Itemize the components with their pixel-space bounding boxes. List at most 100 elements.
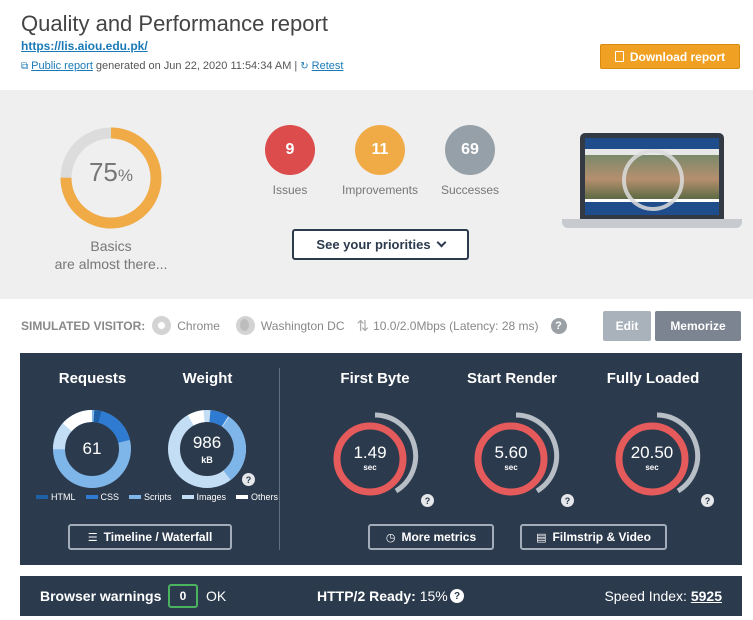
successes-badge[interactable]: 69	[445, 125, 495, 175]
browser-name: Chrome	[177, 318, 220, 333]
play-video-icon[interactable]	[622, 149, 684, 211]
requests-title: Requests	[58, 370, 127, 387]
http2-value: 15%	[419, 588, 448, 604]
filmstrip-video-button[interactable]: ▤ Filmstrip & Video	[520, 524, 667, 550]
start-render-help-icon[interactable]: ?	[561, 494, 574, 507]
http2-label: HTTP/2 Ready:	[317, 588, 416, 604]
download-report-button[interactable]: Download report	[600, 44, 740, 69]
first-byte-gauge	[333, 412, 419, 496]
edit-button[interactable]: Edit	[603, 311, 651, 341]
clock-icon: ◷	[385, 531, 396, 544]
legend-images-label: Images	[196, 492, 227, 502]
fully-loaded-title: Fully Loaded	[606, 370, 700, 387]
legend-css-swatch	[85, 495, 98, 499]
speed-index: Speed Index: 5925	[604, 588, 722, 604]
chevron-down-icon	[436, 237, 447, 248]
fully-loaded-value: 20.50	[630, 443, 674, 462]
help-icon[interactable]: ?	[550, 317, 567, 334]
legend-html-label: HTML	[51, 492, 76, 502]
issues-count: 9	[285, 141, 295, 158]
start-render-unit: sec	[504, 463, 518, 472]
first-byte-title: First Byte	[340, 370, 410, 387]
metrics-panel: Requests Weight 61 986 kB ? HTML CSS Scr…	[20, 353, 742, 565]
fully-loaded-outer-arc	[656, 412, 701, 494]
speed-index-value[interactable]: 5925	[690, 588, 722, 604]
weight-scripts-segment	[168, 410, 246, 488]
issues-label: Issues	[272, 183, 308, 197]
more-metrics-button[interactable]: ◷ More metrics	[368, 524, 494, 550]
first-byte-outer-arc	[374, 412, 419, 494]
page-screenshot-preview[interactable]	[562, 133, 742, 229]
retest-link[interactable]: Retest	[311, 60, 344, 72]
score-caption-line1: Basics	[90, 238, 132, 254]
laptop-base	[562, 219, 742, 228]
http2-ready: HTTP/2 Ready: 15%	[317, 588, 448, 604]
start-render-value: 5.60	[494, 443, 528, 462]
requests-donut	[53, 410, 131, 488]
simulated-visitor-bar: SIMULATED VISITOR: Chrome Washington DC …	[0, 300, 753, 353]
improvements-label: Improvements	[341, 183, 419, 197]
legend-images-swatch	[181, 495, 194, 499]
first-byte-value: 1.49	[353, 443, 387, 462]
legend-images: Images	[181, 492, 227, 502]
timeline-waterfall-button[interactable]: ☰ Timeline / Waterfall	[68, 524, 232, 550]
legend-scripts-swatch	[129, 495, 142, 499]
laptop-screen	[580, 133, 724, 219]
score-gauge-fill	[60, 127, 162, 229]
metrics-divider	[279, 368, 280, 550]
legend-others-swatch	[236, 495, 249, 499]
test-location: Washington DC	[260, 318, 345, 333]
score-gauge	[60, 127, 162, 229]
document-icon	[614, 51, 624, 62]
score-caption-line2: are almost there...	[54, 256, 168, 272]
refresh-icon: ↻	[300, 60, 309, 72]
legend-css: CSS	[85, 492, 120, 502]
page-title: Quality and Performance report	[21, 11, 328, 36]
successes-count: 69	[461, 141, 479, 158]
timeline-waterfall-label: Timeline / Waterfall	[103, 530, 213, 544]
site-thumbnail	[585, 138, 719, 215]
browser-warnings-count[interactable]: 0	[168, 584, 198, 608]
download-report-label: Download report	[629, 49, 726, 64]
fully-loaded-gauge	[615, 412, 701, 496]
see-priorities-button[interactable]: See your priorities	[292, 229, 469, 260]
fully-loaded-help-icon[interactable]: ?	[701, 494, 714, 507]
generated-date-text: generated on Jun 22, 2020 11:54:34 AM	[95, 60, 292, 72]
report-url-link[interactable]: https://lis.aiou.edu.pk/	[21, 39, 148, 53]
http2-help-icon[interactable]: ?	[450, 589, 464, 603]
bandwidth-arrows-icon: ⇅	[356, 317, 370, 335]
resource-type-legend: HTML CSS Scripts Images Others	[36, 492, 284, 502]
legend-scripts: Scripts	[129, 492, 172, 502]
report-header: Quality and Performance report https://l…	[0, 0, 753, 90]
memorize-button[interactable]: Memorize	[655, 311, 741, 341]
see-priorities-label: See your priorities	[316, 237, 431, 252]
improvements-badge[interactable]: 11	[355, 125, 405, 175]
start-render-outer-arc	[515, 412, 560, 494]
legend-css-label: CSS	[100, 492, 120, 502]
fully-loaded-unit: sec	[645, 463, 659, 472]
score-value: 75%	[56, 157, 166, 188]
public-report-link[interactable]: Public report	[31, 60, 93, 72]
legend-others: Others	[236, 492, 278, 502]
legend-scripts-label: Scripts	[144, 492, 172, 502]
chrome-icon	[152, 316, 172, 335]
filmstrip-video-label: Filmstrip & Video	[552, 530, 651, 544]
speed-index-label: Speed Index:	[604, 588, 687, 604]
waterfall-icon: ☰	[87, 531, 98, 544]
simulated-visitor-label: SIMULATED VISITOR:	[21, 318, 146, 333]
weight-help-icon[interactable]: ?	[242, 473, 255, 486]
weight-donut	[168, 410, 246, 488]
summary-section: 75% Basics are almost there... 9 Issues …	[0, 90, 753, 299]
start-render-gauge	[474, 412, 560, 496]
score-number: 75	[88, 157, 118, 187]
fully-loaded-ring	[615, 422, 689, 496]
browser-warnings-status: OK	[206, 588, 227, 604]
first-byte-help-icon[interactable]: ?	[421, 494, 434, 507]
globe-icon	[235, 316, 255, 335]
issues-badge[interactable]: 9	[265, 125, 315, 175]
first-byte-unit: sec	[363, 463, 377, 472]
score-caption: Basics are almost there...	[41, 237, 181, 273]
bottom-status-bar: Browser warnings 0 OK HTTP/2 Ready: 15% …	[20, 576, 742, 616]
improvements-count: 11	[371, 141, 389, 158]
requests-images-segment	[53, 410, 131, 488]
